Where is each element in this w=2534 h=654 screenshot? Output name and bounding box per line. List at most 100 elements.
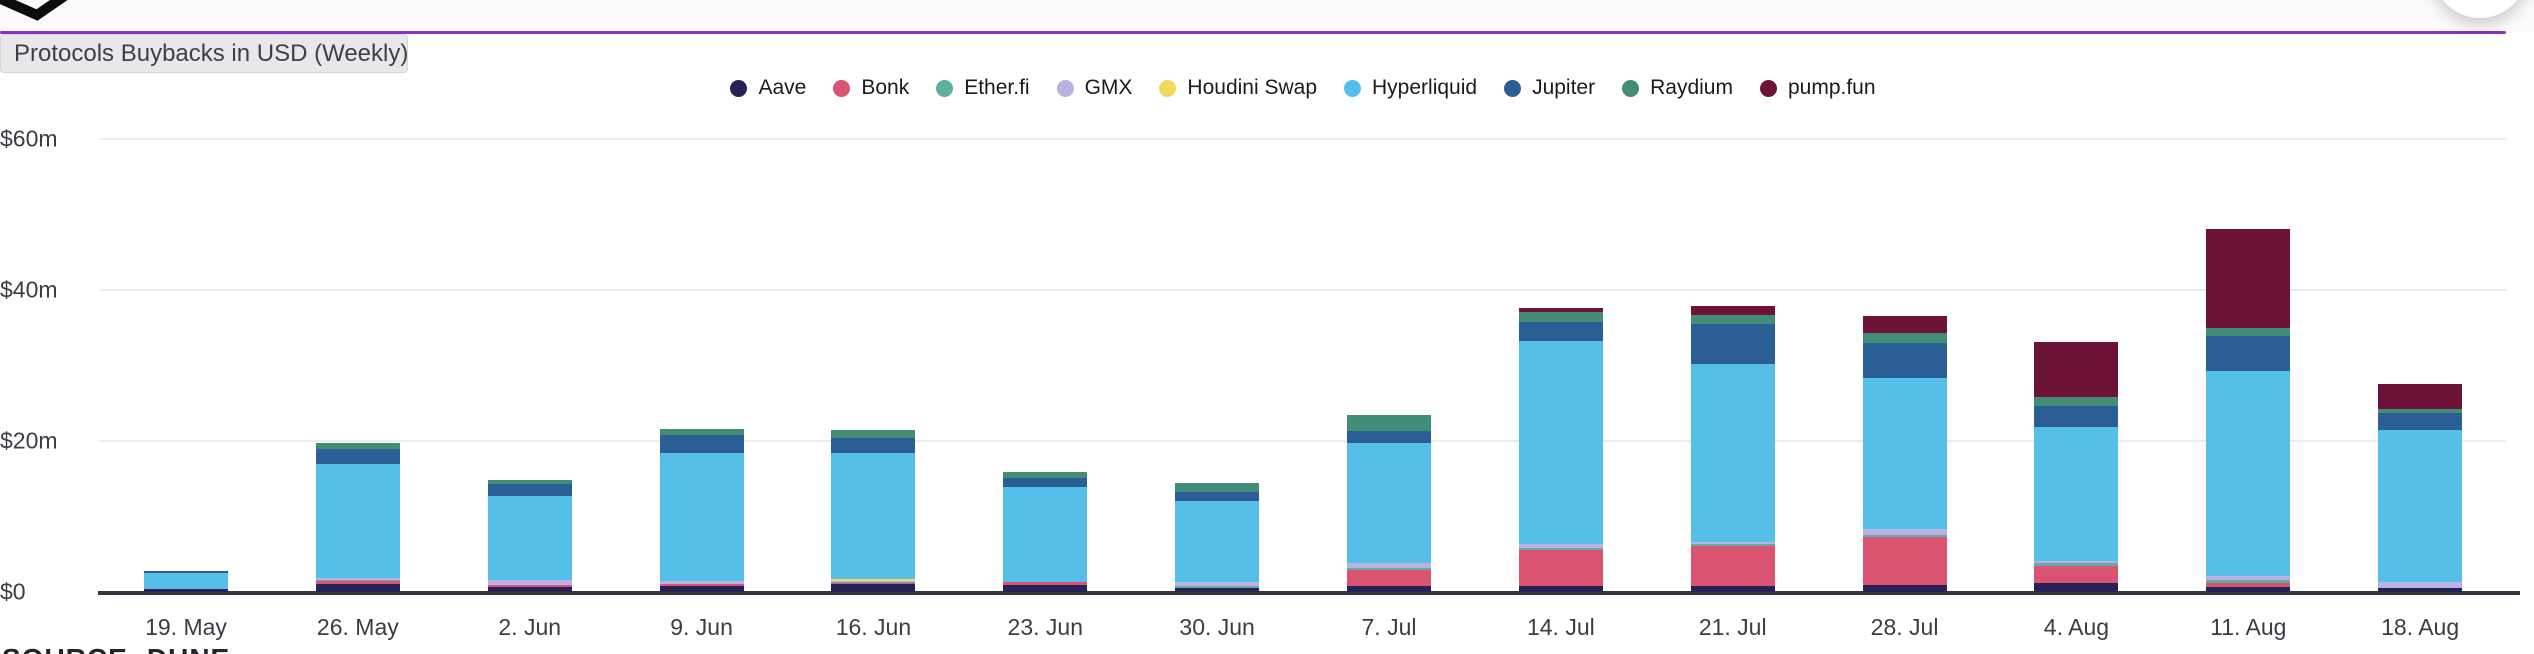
segment-aave[interactable]: [1003, 585, 1088, 592]
segment-raydium[interactable]: [2034, 396, 2119, 406]
bar-4-aug[interactable]: [2034, 342, 2119, 592]
legend-item-raydium[interactable]: Raydium: [1622, 76, 1733, 100]
bar-7-jul[interactable]: [1346, 415, 1431, 592]
segment-ether-fi[interactable]: [1862, 534, 1947, 537]
segment-hyperliquid[interactable]: [2034, 427, 2119, 562]
chevron-down-logo-icon[interactable]: [0, 0, 110, 33]
segment-hyperliquid[interactable]: [1003, 486, 1088, 582]
bar-28-jul[interactable]: [1862, 316, 1947, 592]
segment-jupiter[interactable]: [2378, 413, 2463, 431]
segment-bonk[interactable]: [831, 582, 916, 585]
segment-bonk[interactable]: [1862, 536, 1947, 586]
segment-hyperliquid[interactable]: [487, 496, 572, 580]
segment-hyperliquid[interactable]: [1690, 364, 1775, 542]
segment-jupiter[interactable]: [143, 570, 228, 574]
bar-18-aug[interactable]: [2378, 383, 2463, 592]
segment-hyperliquid[interactable]: [831, 453, 916, 579]
segment-hyperliquid[interactable]: [1346, 443, 1431, 564]
segment-hyperliquid[interactable]: [2378, 430, 2463, 583]
segment-raydium[interactable]: [2206, 328, 2291, 337]
bar-2-jun[interactable]: [487, 479, 572, 592]
segment-raydium[interactable]: [831, 430, 916, 438]
legend-item-pump-fun[interactable]: pump.fun: [1759, 76, 1876, 100]
segment-aave[interactable]: [1175, 587, 1260, 592]
segment-gmx[interactable]: [1862, 528, 1947, 535]
segment-ether-fi[interactable]: [1346, 567, 1431, 570]
bar-9-jun[interactable]: [659, 429, 744, 592]
bar-11-aug[interactable]: [2206, 228, 2291, 592]
segment-pump-fun[interactable]: [1518, 308, 1603, 312]
segment-pump-fun[interactable]: [1862, 316, 1947, 334]
segment-jupiter[interactable]: [1346, 431, 1431, 444]
segment-aave[interactable]: [831, 584, 916, 592]
segment-aave[interactable]: [1346, 586, 1431, 592]
segment-aave[interactable]: [315, 584, 400, 592]
segment-bonk[interactable]: [2206, 583, 2291, 587]
segment-ether-fi[interactable]: [1690, 543, 1775, 547]
segment-gmx[interactable]: [831, 581, 916, 583]
segment-ether-fi[interactable]: [2206, 579, 2291, 584]
segment-gmx[interactable]: [2034, 561, 2119, 564]
segment-aave[interactable]: [659, 585, 744, 592]
legend-item-ether-fi[interactable]: Ether.fi: [936, 76, 1030, 100]
segment-gmx[interactable]: [2378, 582, 2463, 588]
segment-bonk[interactable]: [1518, 550, 1603, 587]
segment-aave[interactable]: [1518, 586, 1603, 592]
segment-bonk[interactable]: [2034, 565, 2119, 583]
segment-bonk[interactable]: [1003, 581, 1088, 586]
segment-aave[interactable]: [1862, 585, 1947, 592]
segment-ether-fi[interactable]: [315, 579, 400, 582]
segment-ether-fi[interactable]: [1175, 585, 1260, 588]
segment-bonk[interactable]: [659, 583, 744, 586]
segment-pump-fun[interactable]: [2206, 228, 2291, 329]
segment-gmx[interactable]: [1346, 563, 1431, 568]
segment-raydium[interactable]: [1518, 311, 1603, 322]
segment-jupiter[interactable]: [1690, 324, 1775, 365]
segment-hyperliquid[interactable]: [143, 573, 228, 589]
legend-item-houdini-swap[interactable]: Houdini Swap: [1159, 76, 1317, 100]
segment-gmx[interactable]: [659, 580, 744, 584]
segment-pump-fun[interactable]: [1690, 305, 1775, 315]
segment-hyperliquid[interactable]: [1518, 341, 1603, 545]
segment-aave[interactable]: [1690, 586, 1775, 592]
bar-21-jul[interactable]: [1690, 305, 1775, 592]
segment-gmx[interactable]: [1518, 544, 1603, 548]
segment-hyperliquid[interactable]: [659, 453, 744, 581]
legend-item-hyperliquid[interactable]: Hyperliquid: [1344, 76, 1477, 100]
bar-14-jul[interactable]: [1518, 308, 1603, 592]
segment-jupiter[interactable]: [2034, 405, 2119, 428]
segment-bonk[interactable]: [1690, 546, 1775, 587]
segment-bonk[interactable]: [1346, 569, 1431, 587]
segment-jupiter[interactable]: [2206, 336, 2291, 371]
segment-raydium[interactable]: [2378, 408, 2463, 414]
bar-23-jun[interactable]: [1003, 472, 1088, 592]
legend-item-jupiter[interactable]: Jupiter: [1504, 76, 1595, 100]
segment-gmx[interactable]: [315, 578, 400, 580]
segment-aave[interactable]: [2206, 586, 2291, 592]
segment-jupiter[interactable]: [1003, 477, 1088, 487]
segment-raydium[interactable]: [487, 479, 572, 485]
segment-raydium[interactable]: [659, 429, 744, 435]
segment-jupiter[interactable]: [315, 448, 400, 465]
segment-hyperliquid[interactable]: [315, 464, 400, 579]
segment-aave[interactable]: [143, 588, 228, 592]
segment-bonk[interactable]: [487, 585, 572, 588]
segment-ether-fi[interactable]: [2034, 563, 2119, 566]
segment-hyperliquid[interactable]: [1862, 377, 1947, 529]
segment-raydium[interactable]: [315, 442, 400, 449]
segment-aave[interactable]: [2378, 587, 2463, 592]
segment-gmx[interactable]: [1175, 581, 1260, 586]
segment-raydium[interactable]: [1003, 472, 1088, 478]
segment-bonk[interactable]: [315, 581, 400, 585]
bar-16-jun[interactable]: [831, 430, 916, 592]
segment-raydium[interactable]: [1690, 314, 1775, 325]
segment-pump-fun[interactable]: [2378, 383, 2463, 409]
legend-item-aave[interactable]: Aave: [730, 76, 806, 100]
segment-houdini-swap[interactable]: [831, 578, 916, 582]
segment-jupiter[interactable]: [831, 437, 916, 454]
segment-gmx[interactable]: [1690, 541, 1775, 544]
segment-jupiter[interactable]: [1175, 492, 1260, 502]
bar-30-jun[interactable]: [1175, 483, 1260, 592]
segment-jupiter[interactable]: [659, 435, 744, 454]
segment-jupiter[interactable]: [1862, 342, 1947, 378]
